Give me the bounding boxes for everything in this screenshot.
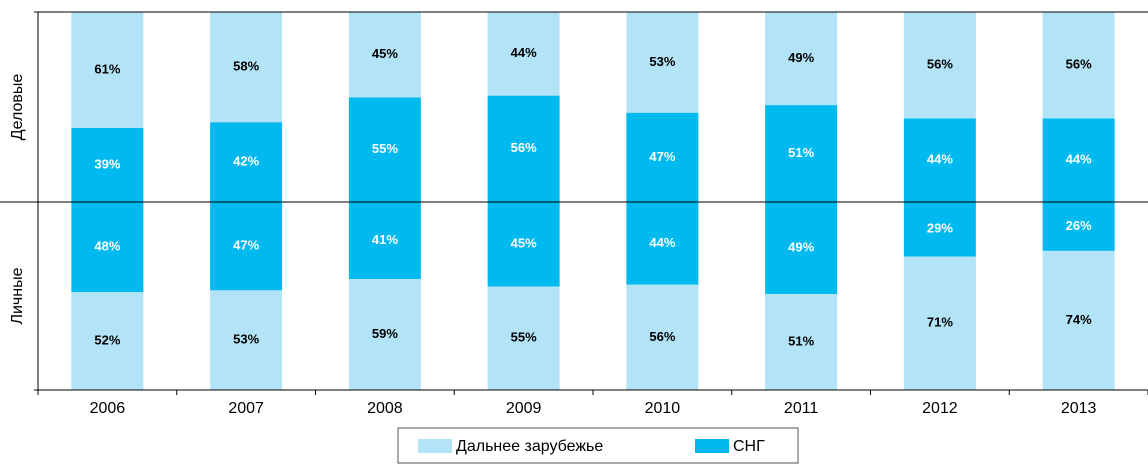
value-label: 55%: [511, 330, 537, 345]
legend-label: СНГ: [733, 438, 765, 455]
bar-segment: [487, 202, 560, 287]
value-label: 44%: [649, 235, 675, 250]
x-tick-label: 2013: [1061, 400, 1097, 417]
value-label: 39%: [94, 156, 120, 171]
value-label: 56%: [927, 57, 953, 72]
bar-segment: [71, 12, 144, 128]
bar-segment: [765, 12, 838, 106]
value-label: 58%: [233, 59, 259, 74]
bar-segment: [1042, 250, 1115, 390]
bar-segment: [348, 12, 421, 98]
legend-swatch: [418, 439, 452, 453]
value-label: 42%: [233, 154, 259, 169]
panel-label: Деловые: [9, 74, 26, 141]
value-label: 59%: [372, 326, 398, 341]
bar-segment: [487, 286, 560, 390]
value-label: 47%: [649, 149, 675, 164]
bar-segment: [71, 127, 144, 202]
value-label: 47%: [233, 238, 259, 253]
value-label: 49%: [788, 50, 814, 65]
value-label: 49%: [788, 239, 814, 254]
value-label: 56%: [649, 329, 675, 344]
value-label: 29%: [927, 221, 953, 236]
bar-segment: [765, 105, 838, 202]
bar-segment: [210, 12, 283, 123]
value-label: 26%: [1066, 218, 1092, 233]
value-label: 61%: [94, 61, 120, 76]
x-tick-label: 2007: [228, 400, 264, 417]
bar-segment: [71, 292, 144, 390]
bar-segment: [903, 12, 976, 119]
bar-segment: [903, 202, 976, 257]
bar-segment: [765, 294, 838, 390]
bar-segment: [626, 202, 699, 285]
bar-segment: [626, 284, 699, 390]
bar-segment: [210, 290, 283, 390]
x-tick-label: 2010: [645, 400, 681, 417]
bar-segment: [626, 12, 699, 113]
bar-segment: [765, 202, 838, 295]
x-tick-label: 2008: [367, 400, 403, 417]
bar-segment: [487, 12, 560, 96]
bar-segment: [210, 122, 283, 202]
value-label: 51%: [788, 333, 814, 348]
bar-segment: [71, 202, 144, 293]
value-label: 41%: [372, 232, 398, 247]
bar-segment: [1042, 12, 1115, 119]
value-label: 55%: [372, 141, 398, 156]
bar-segment: [348, 97, 421, 202]
value-label: 45%: [372, 46, 398, 61]
value-label: 74%: [1066, 312, 1092, 327]
bar-segment: [348, 202, 421, 280]
value-label: 48%: [94, 239, 120, 254]
bar-segment: [903, 256, 976, 390]
legend-box: [397, 427, 799, 464]
value-label: 44%: [1066, 152, 1092, 167]
bar-segment: [903, 118, 976, 202]
value-label: 71%: [927, 315, 953, 330]
bar-segment: [348, 279, 421, 390]
value-label: 44%: [927, 152, 953, 167]
value-label: 44%: [511, 45, 537, 60]
value-label: 56%: [1066, 57, 1092, 72]
value-label: 45%: [511, 236, 537, 251]
value-label: 53%: [233, 332, 259, 347]
bar-segment: [1042, 118, 1115, 202]
value-label: 52%: [94, 333, 120, 348]
bar-segment: [1042, 202, 1115, 251]
value-label: 51%: [788, 145, 814, 160]
value-label: 53%: [649, 54, 675, 69]
legend-swatch: [695, 439, 729, 453]
bar-segment: [487, 95, 560, 202]
legend-label: Дальнее зарубежье: [456, 438, 603, 455]
bar-segment: [626, 112, 699, 202]
x-tick-label: 2006: [90, 400, 126, 417]
x-tick-label: 2011: [784, 400, 819, 417]
x-tick-label: 2009: [506, 400, 542, 417]
value-label: 56%: [511, 140, 537, 155]
x-tick-label: 2012: [922, 400, 958, 417]
panel-label: Личные: [9, 267, 26, 324]
bar-segment: [210, 202, 283, 291]
